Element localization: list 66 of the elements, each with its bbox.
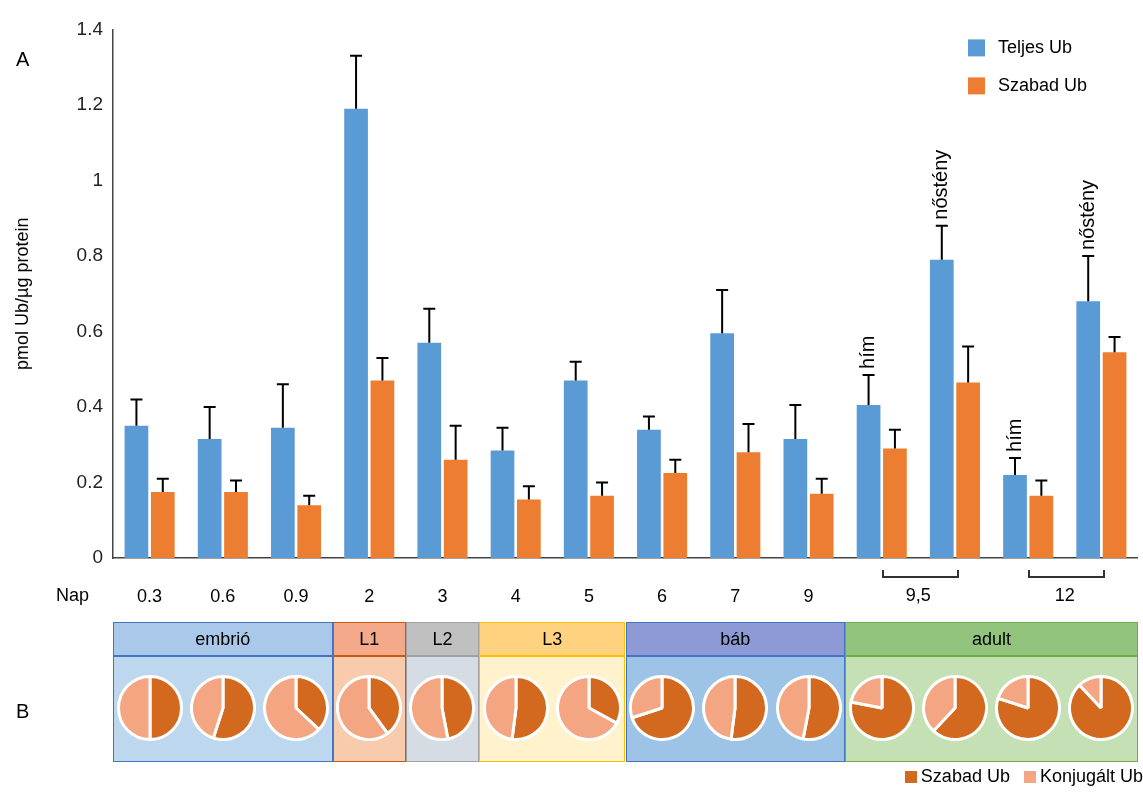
bar <box>929 259 954 558</box>
x-tick-label: 3 <box>437 585 448 606</box>
y-tick-label: 1.2 <box>76 93 103 115</box>
bar <box>490 450 515 558</box>
x-tick-label: 7 <box>730 585 741 606</box>
text: L2 <box>405 622 480 656</box>
bar <box>590 495 614 558</box>
text: báb <box>625 622 846 656</box>
bar <box>150 491 175 558</box>
text: 9,5 <box>904 585 932 606</box>
legend-label: Szabad Ub <box>919 766 1010 787</box>
legend-label: Konjugált Ub <box>1038 766 1143 787</box>
y-tick-label: 1.4 <box>76 17 104 39</box>
text: L1 <box>332 622 406 656</box>
bar <box>124 425 149 558</box>
y-tick-label: 0.2 <box>76 470 103 492</box>
bar <box>956 382 980 558</box>
bar <box>736 452 761 558</box>
bar <box>1029 495 1054 558</box>
x-tick-label: nőstény <box>929 149 952 220</box>
text: A <box>16 48 30 71</box>
bar <box>344 108 368 558</box>
bar <box>443 459 468 558</box>
x-tick-label: hím <box>1002 418 1025 452</box>
legend-label: Szabad Ub <box>998 75 1088 96</box>
text: Nap <box>56 585 90 606</box>
y-tick-label: 0.6 <box>76 319 103 341</box>
bar <box>883 448 907 558</box>
y-tick-label: 1 <box>92 168 103 190</box>
bar <box>417 342 442 558</box>
bar <box>856 405 881 558</box>
bar <box>783 439 808 558</box>
legend-label: Teljes Ub <box>998 37 1073 58</box>
x-tick-label: 0.9 <box>283 585 309 606</box>
bar <box>563 380 588 558</box>
x-tick-label: hím <box>856 335 879 369</box>
x-tick-label: 6 <box>657 585 668 606</box>
x-tick-label: 0.3 <box>137 585 163 606</box>
bar <box>1076 301 1101 558</box>
x-tick-label: 2 <box>364 585 375 606</box>
text: B <box>16 700 30 723</box>
bar <box>1102 352 1127 558</box>
text: embrió <box>113 622 333 656</box>
x-tick-label: nőstény <box>1075 179 1098 250</box>
text: L3 <box>479 622 626 656</box>
y-axis-title: pmol Ub/µg protein <box>11 217 32 370</box>
x-tick-label: 9 <box>803 585 814 606</box>
bar <box>271 427 295 558</box>
y-tick-label: 0.8 <box>76 244 103 266</box>
bar <box>297 505 322 558</box>
bar <box>517 499 541 558</box>
x-tick-label: 5 <box>583 585 594 606</box>
x-tick-label: 0.6 <box>210 585 236 606</box>
y-tick-label: 0 <box>92 546 103 568</box>
y-tick-label: 0.4 <box>76 395 104 417</box>
x-tick-label: 4 <box>510 585 521 606</box>
bar <box>809 493 834 558</box>
bar <box>1003 474 1027 558</box>
bar <box>637 429 661 558</box>
bar <box>663 473 688 558</box>
bar <box>370 380 395 558</box>
bar <box>224 491 248 558</box>
text: adult <box>845 622 1138 656</box>
bar <box>710 333 734 558</box>
text: 12 <box>1053 585 1076 606</box>
bar <box>197 439 222 558</box>
